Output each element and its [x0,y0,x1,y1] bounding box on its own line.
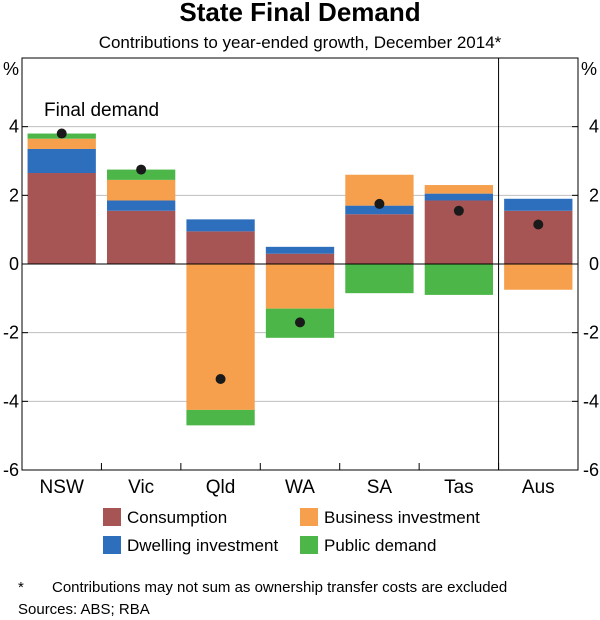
chart-title: State Final Demand [179,0,420,27]
legend-label-dwelling-investment: Dwelling investment [127,536,278,555]
legend-swatch-dwelling-investment [103,536,121,554]
bar-vic-business-investment [106,179,176,201]
legend-label-consumption: Consumption [127,508,227,527]
final-demand-dot-vic [136,164,147,175]
y-axis-unit-right: % [581,59,597,79]
y-tick-label-right: 4 [589,117,599,137]
y-tick-label-left: -6 [3,460,19,480]
legend-label-public-demand: Public demand [324,536,436,555]
final-demand-dot-nsw [56,128,67,139]
bar-vic-dwelling-investment [106,200,176,211]
bar-tas-business-investment [424,185,494,194]
y-tick-label-left: 0 [9,254,19,274]
bar-wa-consumption [265,253,335,264]
bar-nsw-dwelling-investment [27,148,96,174]
bar-qld-business-investment [186,264,255,410]
x-tick-label-vic: Vic [128,477,154,498]
bar-aus-business-investment [504,264,573,290]
y-tick-label-left: 2 [9,185,19,205]
bar-vic-public-demand [106,169,176,180]
y-tick-label-left: 4 [9,117,19,137]
bar-sa-public-demand [345,264,414,294]
final-demand-dot-qld [215,374,226,385]
final-demand-annotation: Final demand [44,100,159,121]
bar-sa-consumption [345,214,414,264]
y-axis-unit-left: % [3,59,19,79]
bar-qld-consumption [186,231,255,264]
legend-swatch-public-demand [300,536,318,554]
y-tick-label-left: -4 [3,391,19,411]
sources-text: Sources: ABS; RBA [18,601,150,618]
bar-nsw-business-investment [27,138,96,149]
bar-aus-dwelling-investment [504,198,573,211]
bar-aus-consumption [504,210,573,264]
final-demand-dot-aus [533,219,544,230]
final-demand-dot-tas [453,205,464,216]
y-tick-label-right: -4 [583,391,599,411]
y-tick-label-right: -2 [583,323,599,343]
bar-vic-consumption [106,210,176,264]
x-tick-label-tas: Tas [444,477,474,498]
bar-tas-dwelling-investment [424,193,494,201]
legend-label-business-investment: Business investment [324,508,480,527]
x-tick-label-wa: WA [285,477,315,498]
x-tick-label-nsw: NSW [40,477,84,498]
y-tick-label-right: -6 [583,460,599,480]
bar-wa-dwelling-investment [265,246,335,254]
x-tick-label-qld: Qld [206,477,236,498]
legend-swatch-consumption [103,508,121,526]
x-tick-label-sa: SA [367,477,393,498]
bar-sa-dwelling-investment [345,205,414,215]
final-demand-dot-wa [295,317,305,328]
y-tick-label-right: 2 [589,185,599,205]
footnote-mark: * [18,579,24,596]
bar-nsw-consumption [27,173,96,264]
y-tick-label-right: 0 [589,254,599,274]
chart-subtitle: Contributions to year-ended growth, Dece… [99,33,502,52]
bar-wa-business-investment [265,264,335,309]
final-demand-dot-sa [374,198,385,209]
bar-qld-public-demand [186,409,255,426]
y-tick-label-left: -2 [3,323,19,343]
legend-swatch-business-investment [300,508,318,526]
footnote-text: Contributions may not sum as ownership t… [52,579,507,596]
bar-tas-public-demand [424,264,494,295]
x-tick-label-aus: Aus [522,477,555,498]
bar-qld-dwelling-investment [186,219,255,232]
